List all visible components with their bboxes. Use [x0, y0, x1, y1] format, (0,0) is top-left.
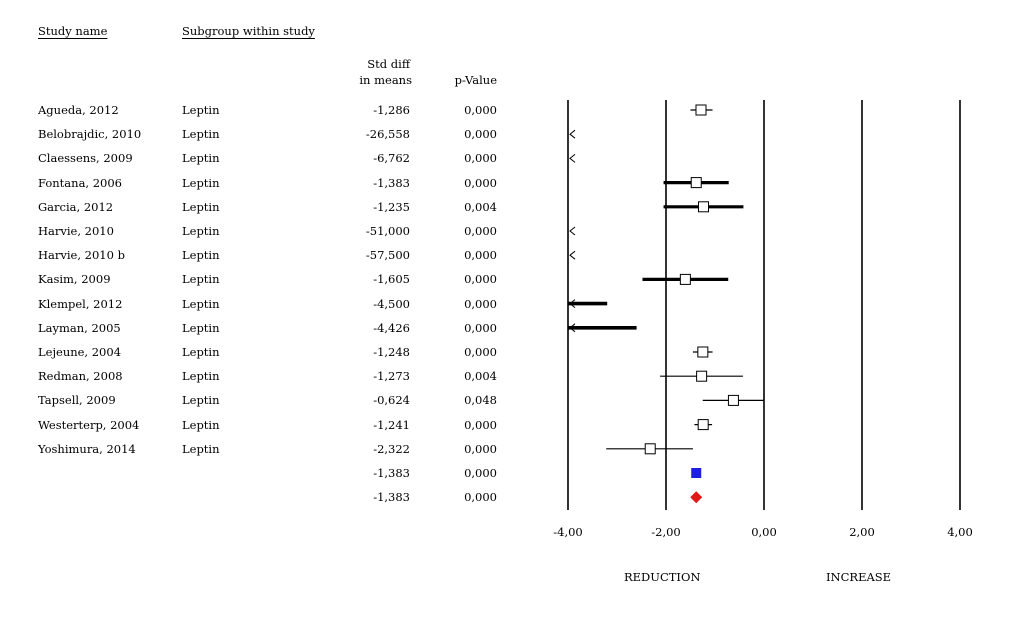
axis-label-reduction: REDUCTION — [624, 570, 701, 584]
row-study-name: Redman, 2008 — [38, 369, 123, 384]
row-p-value: 0,004 — [464, 199, 497, 214]
row-study-name: Garcia, 2012 — [38, 199, 114, 214]
point-estimate — [697, 346, 709, 358]
row-std-diff: -1,273 — [373, 369, 410, 384]
pooled-std-diff: -1,383 — [373, 466, 410, 480]
row-study-name: Westerterp, 2004 — [38, 417, 140, 432]
row-std-diff: -4,426 — [373, 320, 410, 335]
row-std-diff: -51,000 — [365, 224, 410, 238]
row-p-value: 0,000 — [464, 151, 497, 166]
x-tick-label: -4,00 — [553, 525, 583, 539]
row-p-value: 0,000 — [464, 175, 497, 190]
row-subgroup: Leptin — [182, 127, 220, 142]
row-study-name: Tapsell, 2009 — [38, 393, 116, 408]
row-subgroup: Leptin — [182, 320, 220, 335]
x-tick-label: 2,00 — [849, 525, 875, 539]
row-std-diff: -1,383 — [373, 175, 410, 190]
pooled-square — [691, 468, 702, 478]
point-estimate — [679, 273, 691, 285]
row-study-name: Agueda, 2012 — [38, 103, 119, 117]
row-study-name: Claessens, 2009 — [38, 151, 133, 166]
point-estimate — [644, 443, 656, 455]
point-estimate — [697, 201, 709, 213]
row-p-value: 0,000 — [464, 103, 497, 117]
point-estimate — [696, 370, 708, 382]
row-std-diff: -1,605 — [373, 272, 410, 287]
row-study-name: Harvie, 2010 b — [38, 248, 125, 263]
row-study-name: Yoshimura, 2014 — [38, 441, 136, 456]
header-study-name: Study name — [38, 24, 108, 38]
row-p-value: 0,048 — [464, 393, 497, 408]
row-std-diff: -0,624 — [373, 393, 410, 408]
off-scale-arrow — [569, 299, 576, 308]
point-estimate — [695, 104, 707, 116]
row-std-diff: -4,500 — [373, 296, 410, 311]
row-study-name: Klempel, 2012 — [38, 296, 123, 311]
row-std-diff: -1,286 — [373, 103, 410, 117]
off-scale-arrow — [569, 226, 576, 236]
off-scale-arrow — [569, 250, 576, 260]
row-subgroup: Leptin — [182, 199, 220, 214]
row-study-name: Kasim, 2009 — [38, 272, 111, 287]
row-subgroup: Leptin — [182, 175, 220, 190]
row-std-diff: -1,241 — [373, 417, 410, 432]
row-subgroup: Leptin — [182, 345, 220, 359]
header-subgroup: Subgroup within study — [182, 24, 315, 38]
row-study-name: Harvie, 2010 — [38, 224, 114, 238]
row-subgroup: Leptin — [182, 441, 220, 456]
row-std-diff: -6,762 — [373, 151, 410, 166]
row-std-diff: -1,248 — [373, 345, 410, 359]
row-p-value: 0,004 — [464, 369, 497, 384]
row-p-value: 0,000 — [464, 296, 497, 311]
row-subgroup: Leptin — [182, 248, 220, 263]
row-p-value: 0,000 — [464, 345, 497, 359]
row-std-diff: -26,558 — [365, 127, 410, 142]
row-p-value: 0,000 — [464, 272, 497, 287]
x-tick-label: 4,00 — [947, 525, 973, 539]
row-p-value: 0,000 — [464, 441, 497, 456]
x-tick-label: -2,00 — [651, 525, 681, 539]
row-p-value: 0,000 — [464, 224, 497, 238]
row-study-name: Lejeune, 2004 — [38, 345, 122, 359]
row-study-name: Belobrajdic, 2010 — [38, 127, 142, 142]
header-std-diff-line2: in means — [359, 73, 412, 87]
row-p-value: 0,000 — [464, 127, 497, 142]
pooled-p-value: 0,000 — [464, 466, 497, 480]
point-estimate — [727, 394, 739, 406]
header-p-value: p-Value — [454, 73, 497, 87]
row-subgroup: Leptin — [182, 296, 220, 311]
row-std-diff: -1,235 — [373, 199, 410, 214]
row-std-diff: -2,322 — [373, 441, 410, 456]
row-p-value: 0,000 — [464, 417, 497, 432]
off-scale-arrow — [569, 154, 576, 163]
row-subgroup: Leptin — [182, 272, 220, 287]
row-std-diff: -57,500 — [365, 248, 410, 263]
header-std-diff-line1: Std diff — [367, 57, 410, 71]
pooled-diamond — [690, 491, 703, 504]
row-study-name: Fontana, 2006 — [38, 175, 122, 190]
pooled-p-value: 0,000 — [464, 490, 497, 505]
row-study-name: Layman, 2005 — [38, 320, 121, 335]
row-p-value: 0,000 — [464, 248, 497, 263]
pooled-std-diff: -1,383 — [373, 490, 410, 505]
row-subgroup: Leptin — [182, 151, 220, 166]
row-p-value: 0,000 — [464, 320, 497, 335]
off-scale-arrow — [569, 323, 576, 333]
row-subgroup: Leptin — [182, 369, 220, 384]
point-estimate — [690, 177, 702, 189]
point-estimate — [697, 419, 709, 431]
row-subgroup: Leptin — [182, 224, 220, 238]
x-tick-label: 0,00 — [751, 525, 777, 539]
axis-label-increase: INCREASE — [826, 570, 892, 584]
row-subgroup: Leptin — [182, 393, 220, 408]
row-subgroup: Leptin — [182, 417, 220, 432]
off-scale-arrow — [569, 129, 576, 139]
row-subgroup: Leptin — [182, 103, 220, 117]
